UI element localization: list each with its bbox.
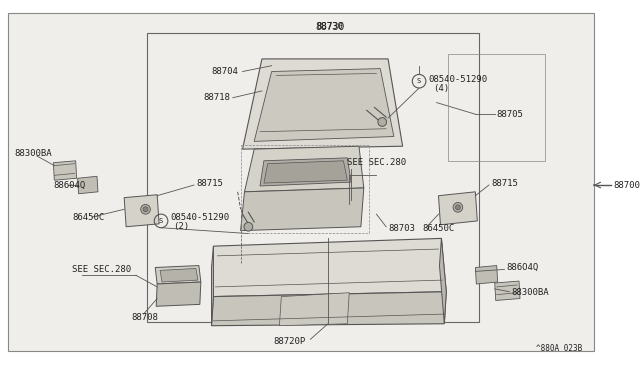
- Polygon shape: [241, 188, 364, 231]
- Polygon shape: [211, 246, 213, 326]
- Text: 886O4Q: 886O4Q: [506, 263, 539, 272]
- Polygon shape: [213, 238, 446, 296]
- Circle shape: [378, 118, 387, 126]
- Polygon shape: [124, 195, 159, 227]
- Text: 88730: 88730: [315, 22, 344, 32]
- Bar: [448, 54, 545, 161]
- Text: 86450C: 86450C: [422, 224, 454, 233]
- Polygon shape: [495, 281, 520, 301]
- Text: SEE SEC.280: SEE SEC.280: [348, 158, 406, 167]
- Text: 88300BA: 88300BA: [15, 148, 52, 157]
- Polygon shape: [438, 192, 477, 225]
- Text: S: S: [159, 218, 163, 224]
- Polygon shape: [160, 269, 198, 282]
- Text: (4): (4): [433, 84, 449, 93]
- Text: 88718: 88718: [204, 93, 230, 102]
- Polygon shape: [254, 68, 394, 141]
- Text: SEE SEC.280: SEE SEC.280: [72, 265, 131, 274]
- Text: ^880A 023B: ^880A 023B: [536, 344, 582, 353]
- Polygon shape: [440, 238, 446, 324]
- Circle shape: [141, 205, 150, 214]
- Bar: [147, 33, 479, 322]
- Polygon shape: [264, 161, 348, 183]
- Polygon shape: [244, 146, 364, 192]
- Text: 88708: 88708: [131, 314, 158, 323]
- Polygon shape: [211, 292, 446, 326]
- Text: 08540-51290: 08540-51290: [429, 75, 488, 84]
- Text: 88720P: 88720P: [273, 337, 305, 346]
- Polygon shape: [476, 266, 498, 284]
- Circle shape: [143, 207, 148, 212]
- Text: 08540-51290: 08540-51290: [171, 212, 230, 222]
- Text: 88705: 88705: [497, 110, 524, 119]
- Polygon shape: [280, 293, 349, 326]
- Text: 88715: 88715: [196, 179, 223, 187]
- Text: (2): (2): [173, 222, 189, 231]
- Circle shape: [456, 205, 460, 210]
- Circle shape: [244, 222, 253, 231]
- Polygon shape: [156, 266, 201, 284]
- Polygon shape: [260, 158, 351, 186]
- Polygon shape: [77, 176, 98, 194]
- Text: 88704: 88704: [211, 67, 238, 76]
- Text: 88300BA: 88300BA: [511, 288, 549, 297]
- Polygon shape: [53, 161, 77, 180]
- Polygon shape: [243, 59, 403, 149]
- Text: 88700: 88700: [613, 180, 640, 189]
- Text: 88604Q: 88604Q: [53, 180, 86, 189]
- Text: 88703: 88703: [388, 224, 415, 233]
- Text: 88715: 88715: [491, 179, 518, 187]
- Text: 86450C: 86450C: [73, 212, 105, 222]
- Text: S: S: [417, 78, 421, 84]
- Text: 88730: 88730: [316, 22, 343, 31]
- Bar: [241, 145, 369, 232]
- Polygon shape: [156, 282, 201, 306]
- Circle shape: [453, 202, 463, 212]
